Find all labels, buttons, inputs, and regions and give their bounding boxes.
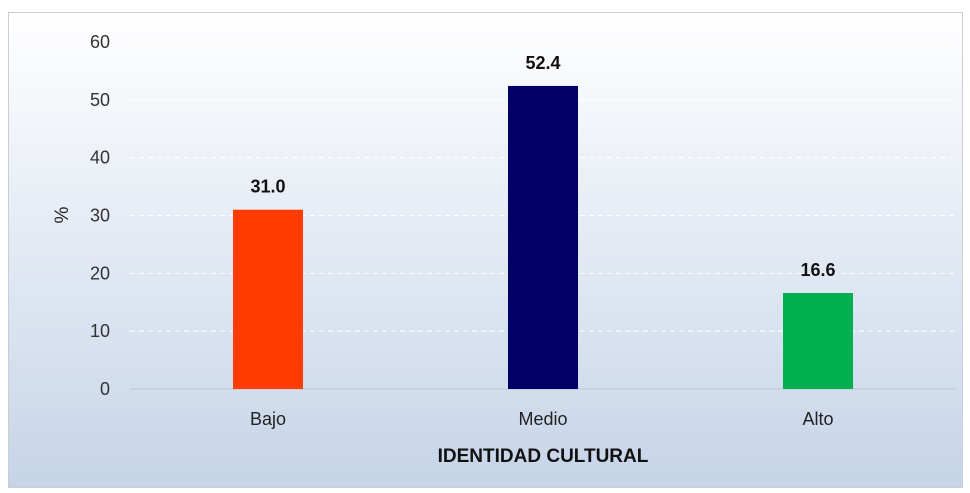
chart-area xyxy=(8,12,963,488)
category-label-alto: Alto xyxy=(802,409,833,429)
bar-alto xyxy=(783,292,853,389)
y-tick-label: 40 xyxy=(90,148,110,168)
bar-bajo xyxy=(233,209,303,389)
y-tick-label: 60 xyxy=(90,32,110,52)
x-axis: Bajo Medio Alto xyxy=(250,409,834,429)
data-label-alto: 16.6 xyxy=(800,260,835,280)
data-labels: 31.0 52.4 16.6 xyxy=(250,53,835,280)
y-axis: 0 10 20 30 40 50 60 xyxy=(90,32,110,399)
y-axis-title: % xyxy=(52,206,73,223)
bar-medio xyxy=(508,85,578,389)
bars xyxy=(233,85,853,389)
y-tick-label: 0 xyxy=(100,379,110,399)
data-label-bajo: 31.0 xyxy=(250,177,285,197)
y-tick-label: 20 xyxy=(90,263,110,283)
y-tick-label: 30 xyxy=(90,206,110,226)
x-axis-title: IDENTIDAD CULTURAL xyxy=(438,446,649,467)
data-label-medio: 52.4 xyxy=(525,53,560,73)
y-tick-label: 10 xyxy=(90,321,110,341)
category-label-medio: Medio xyxy=(518,409,567,429)
category-label-bajo: Bajo xyxy=(250,409,286,429)
y-tick-label: 50 xyxy=(90,90,110,110)
